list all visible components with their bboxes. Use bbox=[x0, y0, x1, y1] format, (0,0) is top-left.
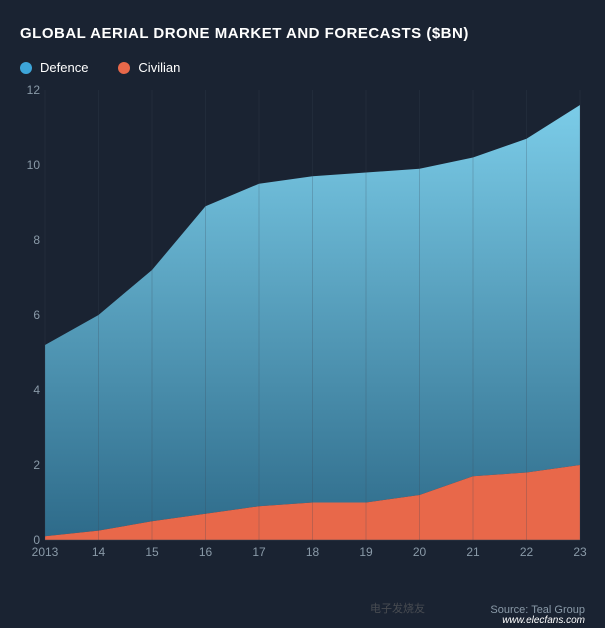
y-tick: 4 bbox=[20, 383, 40, 397]
x-tick: 22 bbox=[520, 545, 533, 559]
legend-label-defence: Defence bbox=[40, 60, 88, 75]
chart-title: GLOBAL AERIAL DRONE MARKET AND FORECASTS… bbox=[20, 25, 585, 42]
y-axis: 024681012 bbox=[20, 90, 40, 540]
legend: Defence Civilian bbox=[20, 60, 585, 75]
y-tick: 10 bbox=[20, 158, 40, 172]
legend-dot-civilian bbox=[118, 62, 130, 74]
x-tick: 23 bbox=[573, 545, 586, 559]
x-tick: 18 bbox=[306, 545, 319, 559]
legend-item-civilian: Civilian bbox=[118, 60, 180, 75]
x-axis: 201314151617181920212223 bbox=[45, 545, 580, 565]
x-tick: 20 bbox=[413, 545, 426, 559]
area-chart-svg bbox=[45, 90, 580, 540]
y-tick: 6 bbox=[20, 308, 40, 322]
x-tick: 19 bbox=[359, 545, 372, 559]
legend-item-defence: Defence bbox=[20, 60, 88, 75]
legend-dot-defence bbox=[20, 62, 32, 74]
watermark: 电子发烧友 bbox=[370, 600, 425, 616]
x-tick: 21 bbox=[466, 545, 479, 559]
x-tick: 17 bbox=[252, 545, 265, 559]
watermark-url: www.elecfans.com bbox=[502, 615, 585, 626]
y-tick: 8 bbox=[20, 233, 40, 247]
x-tick: 2013 bbox=[32, 545, 59, 559]
x-tick: 15 bbox=[145, 545, 158, 559]
y-tick: 2 bbox=[20, 458, 40, 472]
legend-label-civilian: Civilian bbox=[138, 60, 180, 75]
x-tick: 14 bbox=[92, 545, 105, 559]
chart-container: GLOBAL AERIAL DRONE MARKET AND FORECASTS… bbox=[0, 0, 605, 628]
plot-area: 024681012 201314151617181920212223 bbox=[45, 90, 580, 540]
x-tick: 16 bbox=[199, 545, 212, 559]
y-tick: 12 bbox=[20, 83, 40, 97]
